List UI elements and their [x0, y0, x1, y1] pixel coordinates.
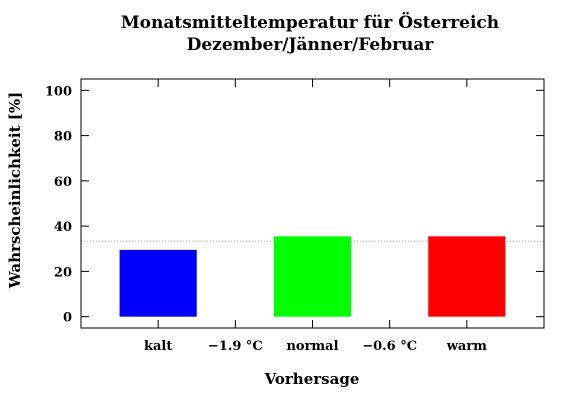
bar-normal [273, 236, 352, 317]
x-tick-label-threshold: −0.6 °C [362, 339, 417, 354]
bar-warm [428, 236, 506, 317]
y-tick-label: 20 [54, 265, 72, 280]
x-axis-label: Vorhersage [264, 370, 360, 388]
chart-title: Monatsmitteltemperatur für Österreich [121, 12, 499, 33]
y-tick-label: 40 [54, 220, 72, 235]
y-axis-ticks: 0 20 40 60 80 100 [45, 84, 544, 326]
y-tick-label: 80 [54, 130, 72, 145]
bars [119, 236, 506, 317]
plot-frame [80, 78, 545, 329]
x-tick-label-category: normal [286, 339, 338, 354]
y-axis-label: Wahrscheinlichkeit [%] [6, 92, 24, 289]
x-tick-label-category: kalt [144, 339, 172, 354]
chart-subtitle: Dezember/Jänner/Februar [187, 35, 435, 55]
x-tick-label-category: warm [446, 339, 487, 354]
x-tick-label-threshold: −1.9 °C [208, 339, 263, 354]
x-axis-ticks: kalt −1.9 °C normal −0.6 °C warm [144, 79, 487, 354]
y-tick-label: 60 [54, 175, 72, 190]
y-tick-label: 0 [63, 311, 72, 326]
bar-kalt [119, 249, 197, 317]
plot-area: 0 20 40 60 80 100 kalt −1.9 °C normal −0.6 °C war… [45, 78, 545, 354]
y-tick-label: 100 [45, 84, 72, 99]
